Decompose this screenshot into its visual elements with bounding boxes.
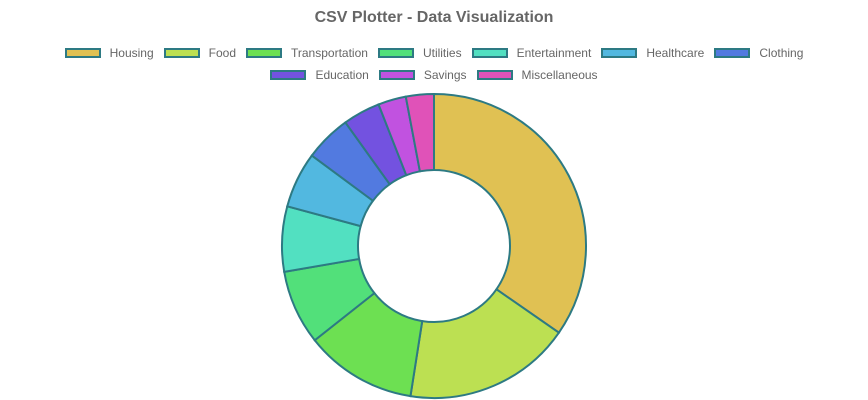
legend-item-transportation[interactable]: Transportation — [246, 46, 368, 60]
legend-item-utilities[interactable]: Utilities — [377, 46, 462, 60]
legend-swatch-food — [163, 48, 200, 58]
legend-swatch-housing — [64, 48, 101, 58]
legend-item-clothing[interactable]: Clothing — [714, 46, 803, 60]
legend-label-education: Education — [315, 68, 369, 82]
legend-item-savings[interactable]: Savings — [378, 68, 467, 82]
legend-item-food[interactable]: Food — [163, 46, 236, 60]
legend-label-healthcare: Healthcare — [646, 46, 705, 60]
legend-label-savings: Savings — [423, 68, 467, 82]
legend-swatch-utilities — [377, 48, 414, 58]
legend-label-food: Food — [208, 46, 236, 60]
legend-label-entertainment: Entertainment — [516, 46, 592, 60]
legend-label-transportation: Transportation — [291, 46, 368, 60]
legend-item-education[interactable]: Education — [270, 68, 369, 82]
legend-swatch-transportation — [246, 48, 282, 58]
legend-item-miscellaneous[interactable]: Miscellaneous — [476, 68, 598, 82]
legend-swatch-entertainment — [471, 48, 508, 58]
legend-item-entertainment[interactable]: Entertainment — [471, 46, 592, 60]
legend-item-healthcare[interactable]: Healthcare — [601, 46, 704, 60]
donut-slice-miscellaneous[interactable] — [404, 92, 435, 173]
legend-item-housing[interactable]: Housing — [64, 46, 154, 60]
legend-label-utilities: Utilities — [422, 46, 462, 60]
legend-label-clothing: Clothing — [759, 46, 804, 60]
legend-row-1: Housing Food Transportation Utilities En… — [0, 46, 868, 60]
legend-swatch-healthcare — [601, 48, 638, 58]
donut-slice-food[interactable] — [409, 287, 561, 399]
legend-label-miscellaneous: Miscellaneous — [521, 68, 598, 82]
legend-swatch-clothing — [714, 48, 751, 58]
legend-label-housing: Housing — [109, 46, 154, 60]
donut-slice-housing[interactable] — [433, 92, 587, 335]
legend-swatch-savings — [378, 70, 415, 80]
chart-title: CSV Plotter - Data Visualization — [314, 9, 554, 26]
legend-row-2: Education Savings Miscellaneous — [0, 68, 868, 82]
legend-swatch-miscellaneous — [476, 70, 513, 80]
legend-swatch-education — [270, 70, 307, 80]
